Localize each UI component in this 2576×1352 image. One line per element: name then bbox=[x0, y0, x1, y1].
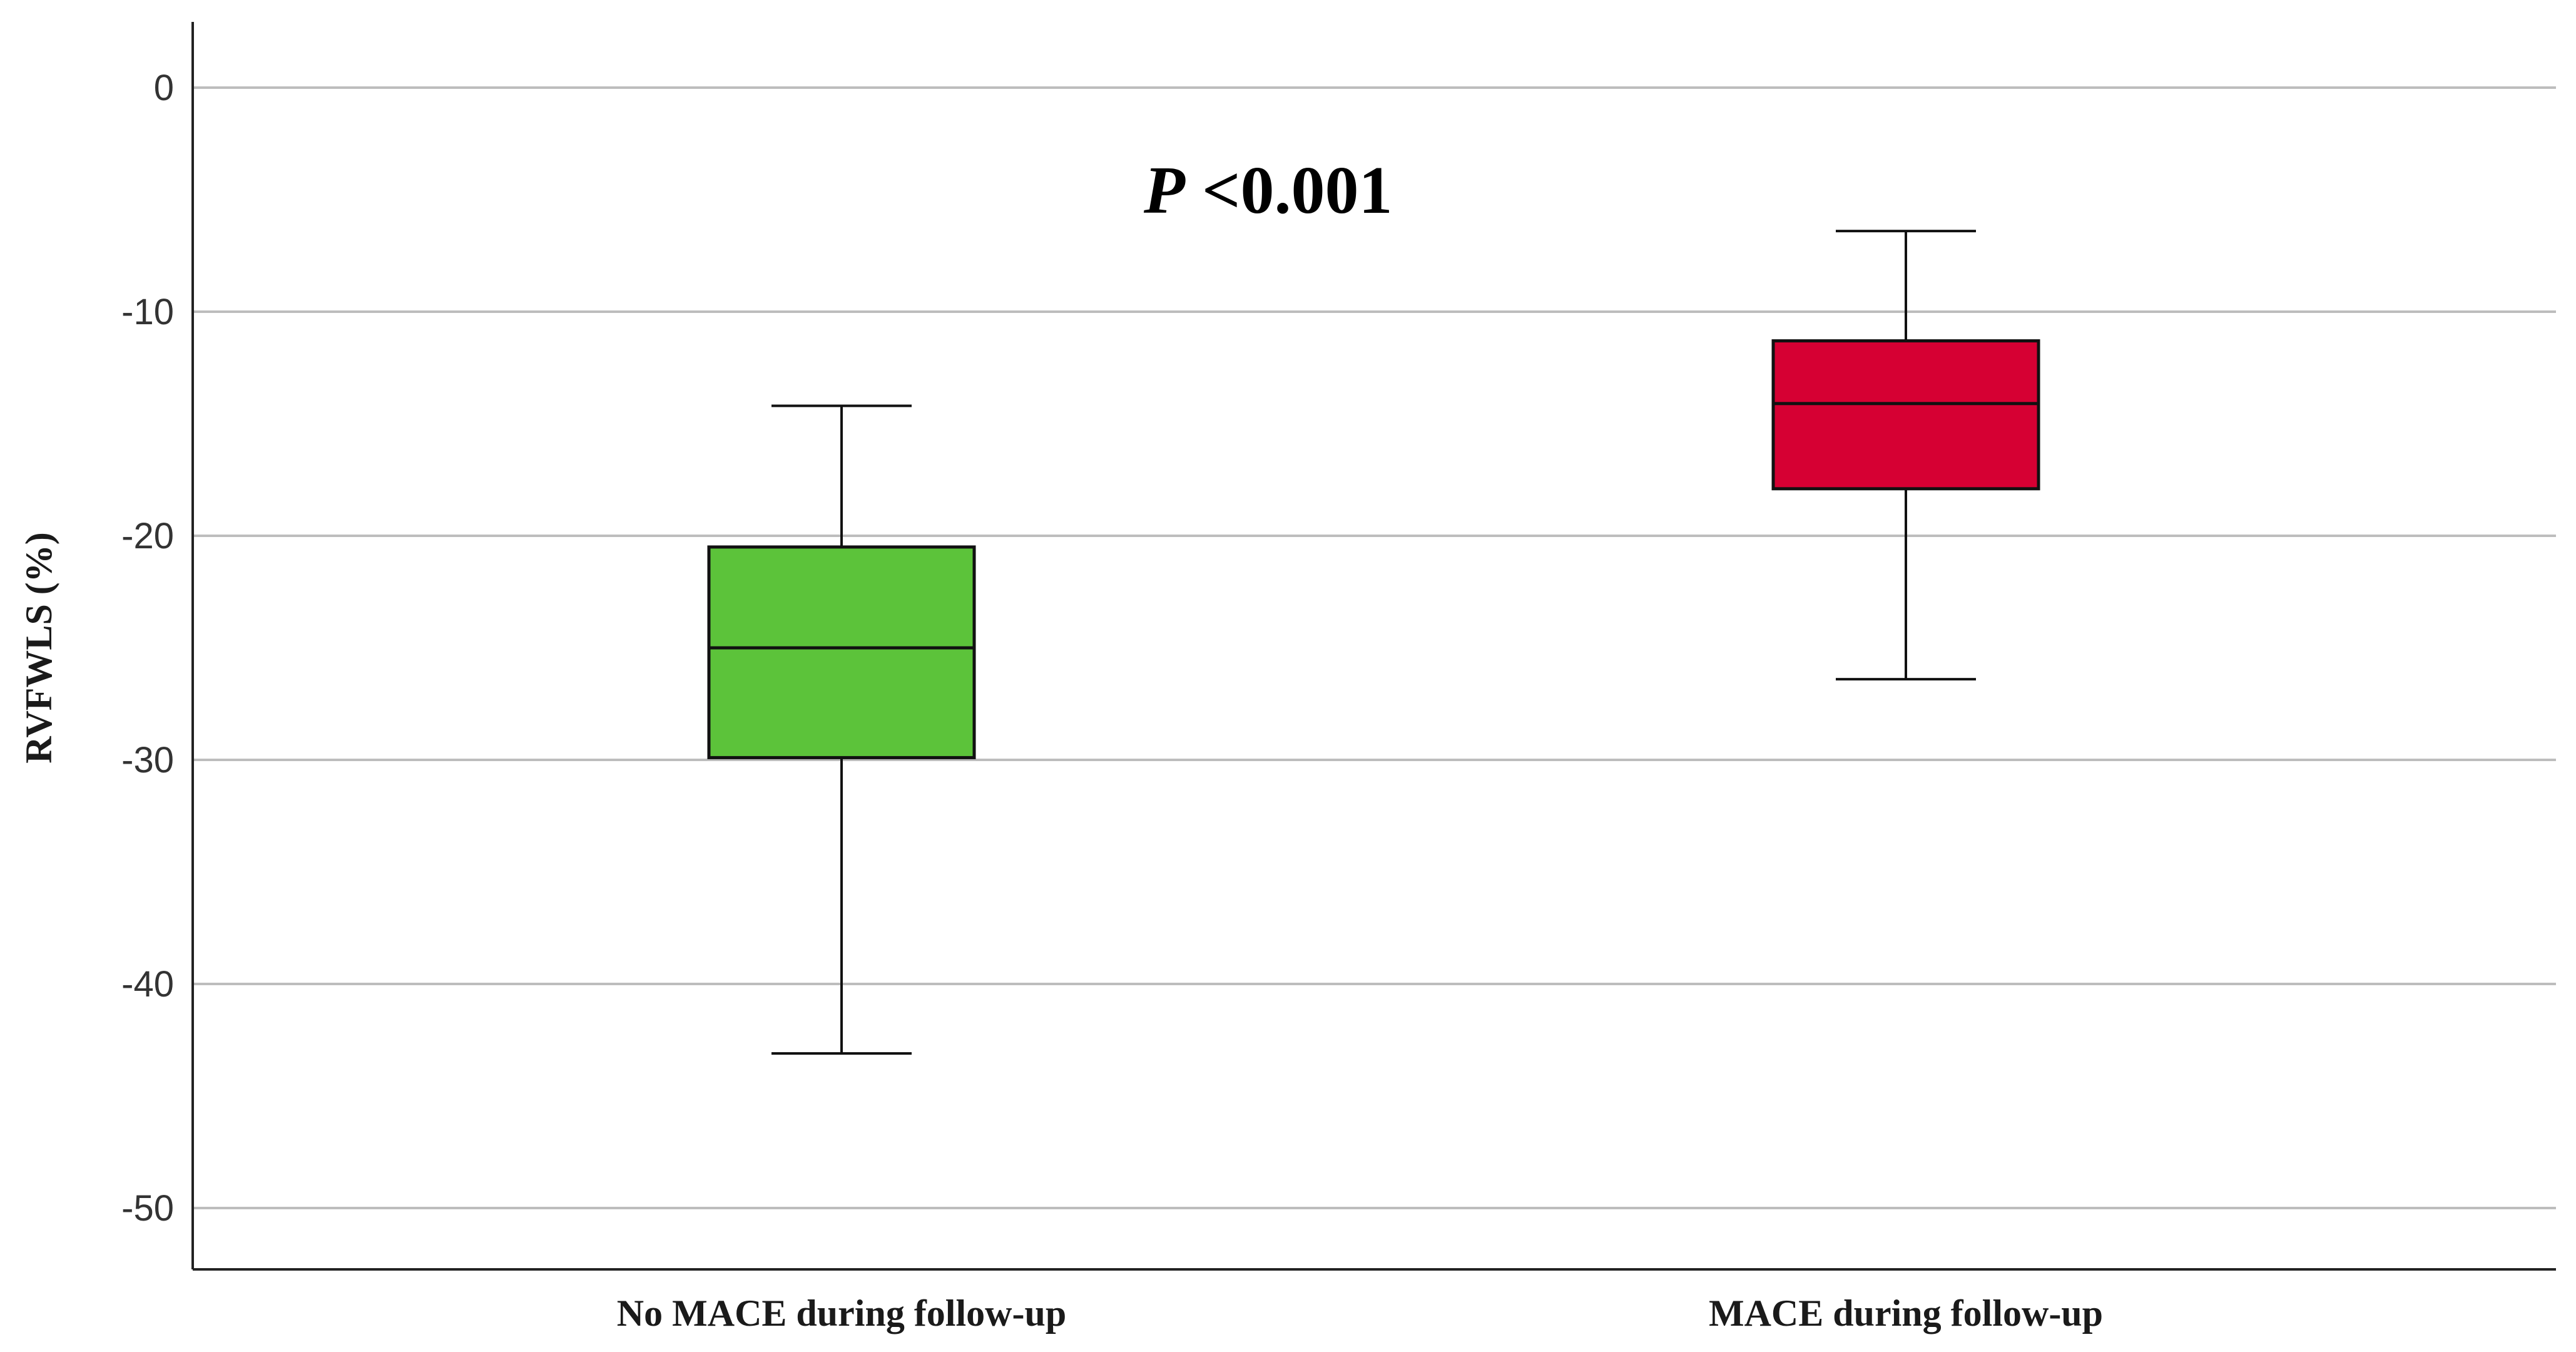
axes bbox=[191, 22, 2556, 1271]
y-axis-title: RVFWLS (%) bbox=[18, 532, 59, 764]
y-tick-label: -30 bbox=[121, 740, 174, 781]
y-tick-label: -10 bbox=[121, 292, 174, 332]
y-tick-label: 0 bbox=[154, 68, 174, 108]
box-iqr bbox=[707, 545, 976, 759]
gridlines bbox=[193, 86, 2556, 1209]
p-value-italic: P bbox=[1143, 153, 1186, 228]
y-tick-label: -40 bbox=[121, 964, 174, 1005]
x-category-labels: No MACE during follow-up MACE during foll… bbox=[617, 1293, 2103, 1334]
box-group bbox=[707, 404, 976, 1055]
p-value-text: <0.001 bbox=[1185, 153, 1393, 228]
box-group bbox=[1771, 230, 2040, 681]
y-tick-label: -20 bbox=[121, 516, 174, 556]
boxes bbox=[707, 230, 2040, 1055]
box-iqr bbox=[1771, 339, 2040, 491]
p-value-annotation: P <0.001 bbox=[1143, 153, 1393, 228]
y-tick-labels: 0 -10 -20 -30 -40 -50 bbox=[121, 68, 174, 1229]
x-category-label: No MACE during follow-up bbox=[617, 1293, 1066, 1334]
y-tick-label: -50 bbox=[121, 1188, 174, 1229]
x-category-label: MACE during follow-up bbox=[1709, 1293, 2103, 1334]
